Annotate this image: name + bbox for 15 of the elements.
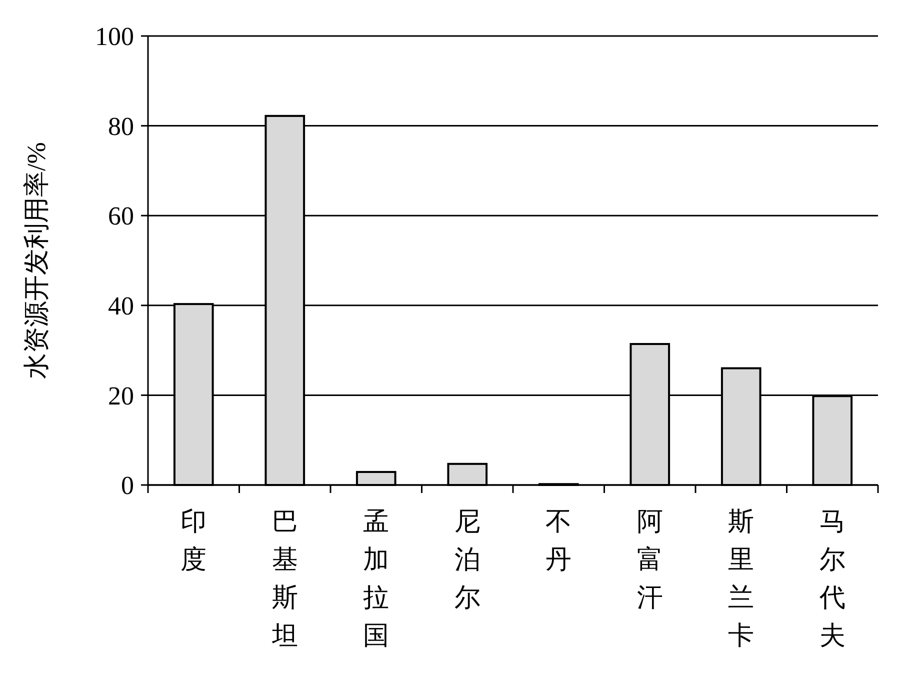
x-tick-label: 不丹 — [546, 507, 572, 574]
x-tick-label: 尼泊尔 — [454, 507, 480, 612]
x-tick-label: 斯里兰卡 — [728, 507, 754, 650]
y-tick-label: 60 — [108, 202, 134, 231]
x-tick-label: 孟加拉国 — [363, 507, 390, 650]
y-tick-label: 20 — [108, 381, 134, 410]
x-tick-label: 巴基斯坦 — [270, 507, 298, 650]
y-tick-label: 100 — [95, 22, 134, 52]
x-tick-label: 阿富汗 — [636, 507, 663, 612]
x-tick-label: 马尔代夫 — [818, 507, 846, 650]
y-axis-title: 水资源开发利用率/% — [22, 142, 52, 379]
y-tick-label: 40 — [108, 292, 134, 320]
y-tick-label: 80 — [108, 112, 134, 141]
y-tick-label: 0 — [121, 471, 134, 500]
x-tick-label: 印度 — [180, 507, 207, 574]
